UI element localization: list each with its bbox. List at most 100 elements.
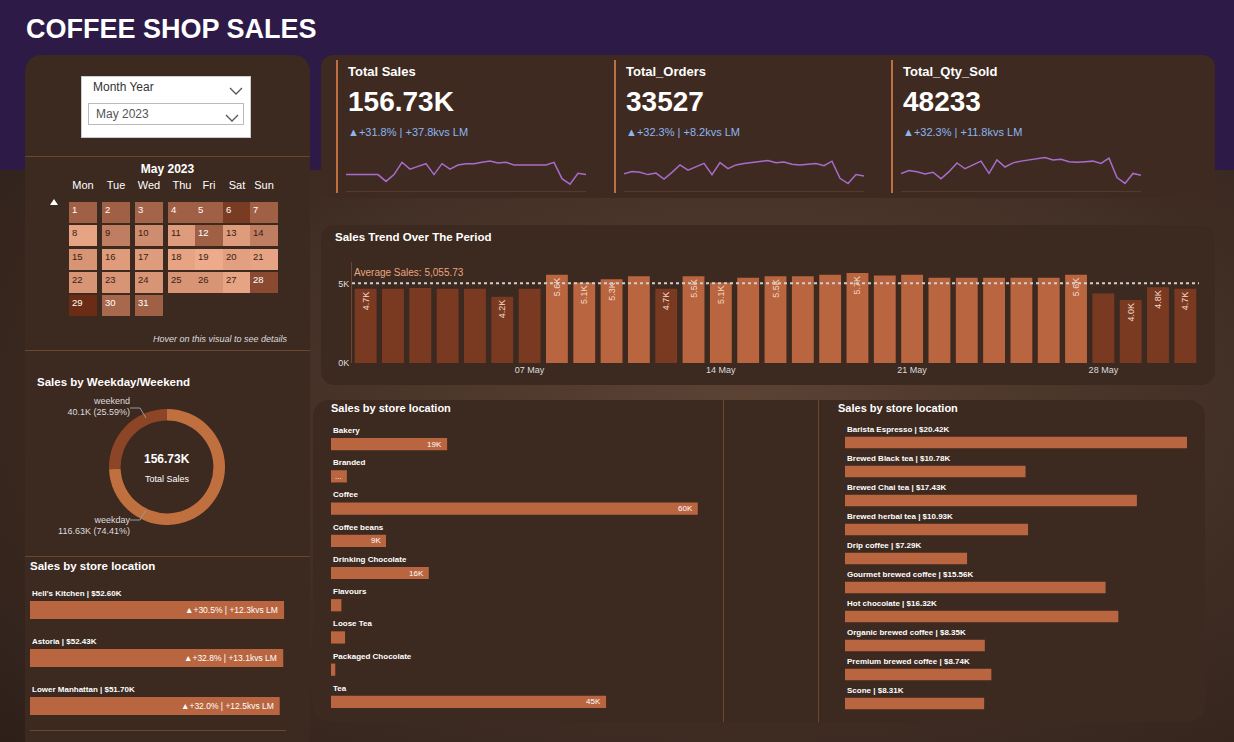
- svg-text:Scone | $8.31K: Scone | $8.31K: [847, 686, 904, 695]
- html-text:Total_Orders: Total_Orders: [626, 64, 706, 79]
- html-text:10: 10: [138, 227, 149, 238]
- html-text:Fri: Fri: [202, 179, 216, 191]
- svg-text:Organic brewed coffee | $8.35K: Organic brewed coffee | $8.35K: [847, 628, 966, 637]
- html-text:19: 19: [198, 251, 209, 262]
- svg-text:Flavours: Flavours: [333, 587, 367, 596]
- svg-text:4.2K: 4.2K: [497, 300, 507, 319]
- svg-text:5.5K: 5.5K: [771, 279, 781, 298]
- svg-text:Tea: Tea: [333, 684, 347, 693]
- svg-text:Astoria | $52.43K: Astoria | $52.43K: [32, 637, 97, 646]
- svg-text:5.1K: 5.1K: [579, 286, 589, 305]
- svg-text:Drip coffee | $7.29K: Drip coffee | $7.29K: [847, 541, 921, 550]
- svg-text:4.7K: 4.7K: [1180, 292, 1190, 311]
- svg-text:...: ...: [335, 472, 342, 481]
- html-text:Wed: Wed: [137, 179, 161, 191]
- svg-text:5.7K: 5.7K: [852, 276, 862, 295]
- svg-text:19K: 19K: [427, 440, 442, 449]
- svg-text:Coffee beans: Coffee beans: [333, 523, 384, 532]
- svg-text:Drinking Chocolate: Drinking Chocolate: [333, 555, 407, 564]
- svg-text:Total Sales: Total Sales: [145, 474, 190, 484]
- svg-text:07 May: 07 May: [515, 365, 545, 375]
- html-text:23: 23: [105, 274, 116, 285]
- html-text:▲+32.3% | +11.8kvs LM: ▲+32.3% | +11.8kvs LM: [903, 126, 1023, 138]
- html-text:COFFEE SHOP SALES: COFFEE SHOP SALES: [26, 14, 317, 44]
- html-text:29: 29: [72, 297, 83, 308]
- svg-text:Branded: Branded: [333, 458, 366, 467]
- html-text:28: 28: [253, 274, 264, 285]
- html-text:Sun: Sun: [254, 179, 274, 191]
- svg-text:Brewed Black tea | $10.78K: Brewed Black tea | $10.78K: [847, 454, 950, 463]
- html-text:May 2023: May 2023: [140, 162, 195, 176]
- svg-text:9K: 9K: [371, 536, 381, 545]
- svg-text:5K: 5K: [338, 279, 349, 289]
- html-text:Sales by store location: Sales by store location: [838, 402, 958, 414]
- html-text:Tue: Tue: [106, 179, 126, 191]
- svg-text:4.7K: 4.7K: [661, 292, 671, 311]
- svg-text:156.73K: 156.73K: [144, 452, 190, 466]
- html-text:24: 24: [138, 274, 149, 285]
- html-text:Sales by store location: Sales by store location: [331, 402, 451, 414]
- html-text:26: 26: [198, 274, 209, 285]
- html-text:22: 22: [72, 274, 83, 285]
- svg-text:Coffee: Coffee: [333, 490, 358, 499]
- svg-text:Barista Espresso | $20.42K: Barista Espresso | $20.42K: [847, 425, 950, 434]
- html-text:21: 21: [253, 251, 264, 262]
- svg-text:Lower Manhattan | $51.70K: Lower Manhattan | $51.70K: [32, 685, 135, 694]
- html-text:May 2023: May 2023: [96, 107, 149, 121]
- svg-text:5.5K: 5.5K: [689, 279, 699, 298]
- html-text:Total_Qty_Sold: Total_Qty_Sold: [903, 64, 998, 79]
- html-text:15: 15: [72, 251, 83, 262]
- svg-text:Packaged Chocolate: Packaged Chocolate: [333, 652, 412, 661]
- html-text:20: 20: [226, 251, 237, 262]
- svg-text:Brewed herbal tea | $10.93K: Brewed herbal tea | $10.93K: [847, 512, 953, 521]
- svg-text:45K: 45K: [586, 697, 601, 706]
- svg-text:Loose Tea: Loose Tea: [333, 619, 373, 628]
- html-text:25: 25: [171, 274, 182, 285]
- html-text:27: 27: [226, 274, 237, 285]
- html-text:30: 30: [105, 297, 116, 308]
- svg-text:Hot chocolate | $16.32K: Hot chocolate | $16.32K: [847, 599, 937, 608]
- html-text:13: 13: [226, 227, 237, 238]
- svg-text:5.6K: 5.6K: [1071, 278, 1081, 297]
- svg-text:0K: 0K: [338, 358, 349, 368]
- html-text:16: 16: [105, 251, 116, 262]
- html-text:Sales by store location: Sales by store location: [30, 560, 156, 572]
- html-text:12: 12: [198, 227, 209, 238]
- html-text:48233: 48233: [903, 86, 981, 117]
- svg-text:5.3K: 5.3K: [607, 282, 617, 301]
- svg-text:Average Sales: 5,055.73: Average Sales: 5,055.73: [354, 267, 464, 278]
- svg-text:Gourmet brewed coffee | $15.56: Gourmet brewed coffee | $15.56K: [847, 570, 974, 579]
- html-text:▲+32.3% | +8.2kvs LM: ▲+32.3% | +8.2kvs LM: [626, 126, 740, 138]
- svg-text:4.0K: 4.0K: [1126, 303, 1136, 322]
- svg-text:▲+32.8% | +13.1kvs LM: ▲+32.8% | +13.1kvs LM: [184, 653, 277, 663]
- html-text:156.73K: 156.73K: [348, 86, 454, 117]
- html-text:Month Year: Month Year: [93, 80, 154, 94]
- html-text:31: 31: [138, 297, 149, 308]
- svg-text:Premium brewed coffee | $8.74K: Premium brewed coffee | $8.74K: [847, 657, 970, 666]
- html-text:Sat: Sat: [228, 179, 246, 191]
- svg-text:4.8K: 4.8K: [1153, 290, 1163, 309]
- svg-text:5.1K: 5.1K: [716, 286, 726, 305]
- svg-text:▲+30.5% | +12.3kvs LM: ▲+30.5% | +12.3kvs LM: [185, 605, 278, 615]
- html-text:14: 14: [253, 227, 264, 238]
- svg-text:Hell's Kitchen | $52.60K: Hell's Kitchen | $52.60K: [32, 589, 122, 598]
- html-text:▲+31.8% | +37.8kvs LM: ▲+31.8% | +37.8kvs LM: [348, 126, 469, 138]
- svg-text:60K: 60K: [678, 504, 693, 513]
- svg-text:5.6K: 5.6K: [552, 278, 562, 297]
- html-text:Mon: Mon: [72, 179, 94, 191]
- html-text:Sales by Weekday/Weekend: Sales by Weekday/Weekend: [37, 376, 190, 388]
- svg-text:14 May: 14 May: [706, 365, 736, 375]
- svg-text:4.7K: 4.7K: [361, 292, 371, 311]
- html-text:17: 17: [138, 251, 149, 262]
- svg-text:▲+32.0% | +12.5kvs LM: ▲+32.0% | +12.5kvs LM: [181, 701, 274, 711]
- html-text:Thu: Thu: [172, 179, 192, 191]
- svg-text:Bakery: Bakery: [333, 426, 360, 435]
- html-text:Total Sales: Total Sales: [348, 64, 416, 79]
- html-text:33527: 33527: [626, 86, 704, 117]
- html-text:Sales Trend Over The Period: Sales Trend Over The Period: [335, 231, 492, 243]
- svg-text:Brewed Chai tea | $17.43K: Brewed Chai tea | $17.43K: [847, 483, 946, 492]
- svg-text:21 May: 21 May: [897, 365, 927, 375]
- svg-text:28 May: 28 May: [1089, 365, 1119, 375]
- html-text:18: 18: [171, 251, 182, 262]
- svg-text:16K: 16K: [409, 569, 424, 578]
